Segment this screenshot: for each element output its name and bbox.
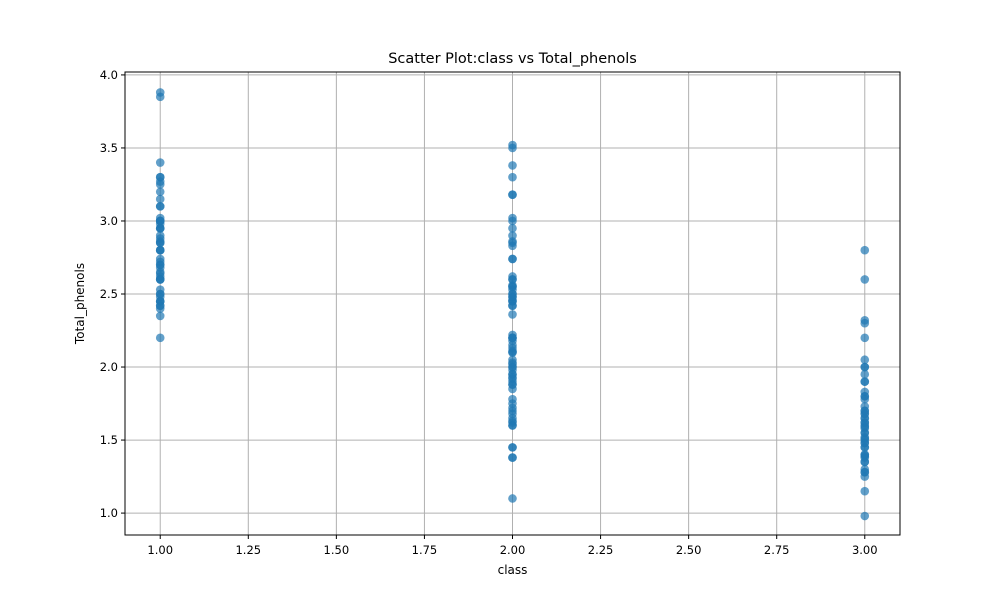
- scatter-point: [508, 190, 517, 199]
- scatter-point: [155, 194, 165, 204]
- scatter-point: [155, 216, 165, 226]
- scatter-point: [155, 311, 165, 321]
- scatter-point: [508, 494, 517, 503]
- scatter-point: [155, 333, 165, 343]
- scatter-point: [155, 92, 165, 102]
- x-tick-label: 1.75: [412, 543, 438, 557]
- chart-title: Scatter Plot:class vs Total_phenols: [388, 51, 637, 67]
- scatter-point: [155, 260, 165, 270]
- scatter-point: [860, 245, 870, 255]
- scatter-point: [508, 380, 517, 389]
- scatter-point: [860, 370, 870, 379]
- scatter-point: [860, 391, 870, 401]
- x-axis-ticks: 1.00 1.25 1.50 1.75 2.00 2.25 2.50 2.75 3.00: [147, 535, 878, 557]
- scatter-point: [508, 372, 517, 382]
- scatter-point: [508, 310, 517, 319]
- scatter-point: [508, 348, 517, 357]
- scatter-point: [860, 275, 870, 284]
- scatter-point: [155, 180, 165, 189]
- scatter-point: [508, 282, 517, 292]
- scatter-point: [508, 275, 517, 284]
- scatter-point: [860, 409, 870, 419]
- scatter-point: [508, 406, 517, 416]
- scatter-point: [155, 301, 165, 310]
- scatter-point: [155, 289, 165, 299]
- scatter-point: [508, 443, 517, 452]
- scatter-point: [155, 275, 165, 284]
- scatter-point: [508, 172, 517, 182]
- x-tick-label: 3.00: [852, 543, 878, 557]
- scatter-point: [508, 143, 517, 153]
- x-tick-label: 1.25: [235, 543, 261, 557]
- data-points: [155, 88, 870, 521]
- x-tick-label: 1.00: [147, 543, 173, 557]
- scatter-point: [860, 450, 870, 459]
- scatter-point: [508, 333, 517, 343]
- scatter-point: [860, 355, 870, 365]
- y-tick-label: 2.5: [100, 287, 118, 301]
- y-tick-label: 4.0: [100, 68, 118, 82]
- y-tick-label: 1.0: [100, 506, 118, 520]
- scatter-point: [508, 421, 517, 430]
- scatter-point: [508, 358, 517, 367]
- y-tick-label: 3.0: [100, 214, 118, 228]
- scatter-point: [860, 511, 870, 521]
- scatter-point: [155, 187, 165, 197]
- scatter-point: [860, 467, 870, 477]
- x-tick-label: 2.75: [764, 543, 790, 557]
- scatter-point: [155, 245, 165, 255]
- scatter-point: [508, 238, 517, 248]
- scatter-point: [508, 289, 517, 299]
- scatter-point: [860, 457, 870, 467]
- scatter-point: [508, 254, 517, 264]
- y-axis-ticks: 1.0 1.5 2.0 2.5 3.0 3.5 4.0: [100, 68, 125, 520]
- scatter-point: [155, 158, 165, 167]
- scatter-point: [155, 238, 165, 248]
- scatter-point: [860, 443, 870, 452]
- y-tick-label: 2.0: [100, 360, 118, 374]
- scatter-point: [860, 486, 870, 496]
- scatter-point: [508, 223, 517, 233]
- y-axis-label: Total_phenols: [73, 263, 87, 345]
- x-tick-label: 2.25: [588, 543, 614, 557]
- x-tick-label: 1.50: [324, 543, 350, 557]
- scatter-point: [508, 453, 517, 462]
- scatter-point: [508, 161, 517, 170]
- scatter-point: [860, 377, 870, 386]
- y-tick-label: 3.5: [100, 141, 118, 155]
- x-tick-label: 2.00: [500, 543, 526, 557]
- x-tick-label: 2.50: [676, 543, 702, 557]
- scatter-point: [508, 301, 517, 310]
- y-tick-label: 1.5: [100, 433, 118, 447]
- scatter-point: [155, 202, 165, 211]
- scatter-point: [860, 333, 870, 343]
- x-axis-label: class: [498, 563, 528, 577]
- scatter-point: [860, 318, 870, 328]
- scatter-point: [155, 172, 165, 182]
- scatter-point: [155, 223, 165, 233]
- scatter-point: [860, 362, 870, 372]
- scatter-point: [155, 231, 165, 240]
- scatter-point: [508, 216, 517, 226]
- scatter-point: [860, 424, 870, 433]
- scatter-point: [508, 340, 517, 350]
